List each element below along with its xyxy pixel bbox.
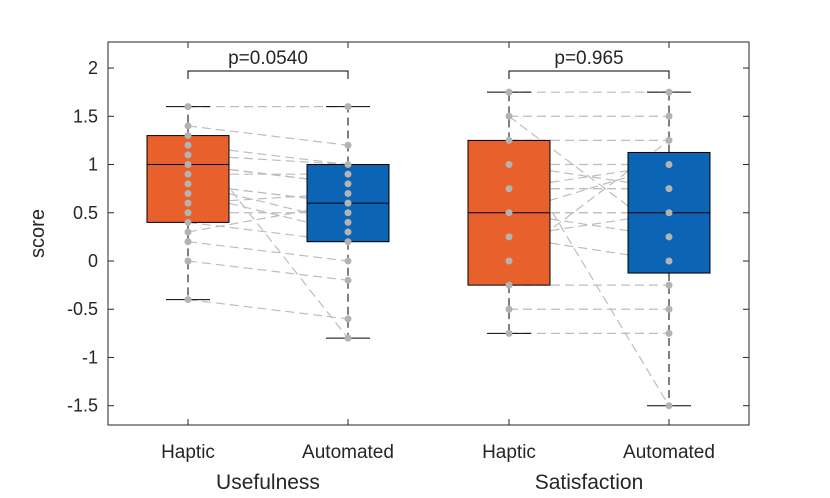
annotations: p=0.0540 p=0.965 xyxy=(187,48,670,80)
box-0 xyxy=(146,135,230,223)
data-point-1-6 xyxy=(344,218,352,226)
data-point-0-7 xyxy=(184,218,192,226)
data-point-1-13 xyxy=(344,189,352,197)
data-point-0-9 xyxy=(184,257,192,265)
data-point-0-13 xyxy=(184,199,192,207)
data-point-2-15 xyxy=(505,257,513,265)
data-point-2-9 xyxy=(505,305,513,313)
data-point-1-2 xyxy=(344,161,352,169)
data-point-2-8 xyxy=(505,281,513,289)
data-points xyxy=(184,88,673,410)
data-point-3-6 xyxy=(665,233,673,241)
data-point-3-1 xyxy=(665,112,673,120)
data-point-1-0 xyxy=(344,103,352,111)
data-point-3-5 xyxy=(665,209,673,217)
y-tick-label-1: 1.5 xyxy=(73,106,98,126)
data-point-2-0 xyxy=(505,88,513,96)
connecting-lines xyxy=(187,91,670,407)
data-point-0-17 xyxy=(184,189,192,197)
data-point-1-11 xyxy=(344,334,352,342)
data-point-3-11 xyxy=(665,402,673,410)
boxes xyxy=(146,91,711,407)
data-point-2-1 xyxy=(505,112,513,120)
labels: 2 1.5 1 0.5 0 -0.5 -1 -1.5 Haptic Automated Haptic… xyxy=(27,58,715,494)
data-point-1-3 xyxy=(344,180,352,188)
data-point-0-16 xyxy=(184,151,192,159)
x-category-label-3: Automated xyxy=(623,442,715,463)
data-point-1-10 xyxy=(344,315,352,323)
group-label-1: Satisfaction xyxy=(535,471,644,494)
data-point-3-3 xyxy=(665,161,673,169)
data-point-1-7 xyxy=(344,238,352,246)
data-point-1-17 xyxy=(344,228,352,236)
data-point-0-2 xyxy=(184,141,192,149)
plot-frame xyxy=(107,41,750,426)
data-point-2-5 xyxy=(505,209,513,217)
group-label-0: Usefulness xyxy=(216,471,320,494)
pair-line-0-1 xyxy=(187,125,349,146)
data-point-0-5 xyxy=(184,180,192,188)
p-value-label-0: p=0.0540 xyxy=(228,48,308,69)
y-tick-label-4: 0 xyxy=(88,251,98,271)
data-point-1-9 xyxy=(344,276,352,284)
y-tick-label-2: 1 xyxy=(88,155,98,175)
pair-line-0-16 xyxy=(187,154,349,166)
y-tick-label-3: 0.5 xyxy=(73,203,98,223)
data-point-0-1 xyxy=(184,122,192,130)
data-point-2-3 xyxy=(505,161,513,169)
pair-line-0-2 xyxy=(187,144,349,166)
data-point-2-10 xyxy=(505,329,513,337)
data-point-0-8 xyxy=(184,238,192,246)
pair-line-1-16 xyxy=(508,115,670,238)
axes xyxy=(107,41,750,426)
data-point-0-12 xyxy=(184,170,192,178)
data-point-3-4 xyxy=(665,185,673,193)
y-tick-label-7: -1.5 xyxy=(67,396,98,416)
data-point-0-10 xyxy=(184,296,192,304)
data-point-0-15 xyxy=(184,228,192,236)
data-point-3-8 xyxy=(665,281,673,289)
data-point-1-14 xyxy=(344,209,352,217)
x-category-label-2: Haptic xyxy=(482,442,536,463)
p-value-label-1: p=0.965 xyxy=(554,48,623,69)
data-point-0-14 xyxy=(184,209,192,217)
significance-bracket-1 xyxy=(508,70,670,80)
data-point-0-0 xyxy=(184,103,192,111)
pair-line-0-10 xyxy=(187,298,349,320)
data-point-0-11 xyxy=(184,132,192,140)
data-point-3-7 xyxy=(665,257,673,265)
data-point-0-3 xyxy=(184,161,192,169)
x-category-label-1: Automated xyxy=(302,442,394,463)
y-tick-label-6: -1 xyxy=(82,347,98,367)
data-point-3-10 xyxy=(665,329,673,337)
data-point-2-7 xyxy=(505,233,513,241)
data-point-2-2 xyxy=(505,136,513,144)
data-point-3-0 xyxy=(665,88,673,96)
data-point-1-1 xyxy=(344,141,352,149)
data-point-1-8 xyxy=(344,257,352,265)
data-point-3-2 xyxy=(665,136,673,144)
y-tick-label-5: -0.5 xyxy=(67,299,98,319)
pair-line-0-9 xyxy=(187,260,349,281)
pair-line-0-8 xyxy=(187,241,349,262)
data-point-2-4 xyxy=(505,185,513,193)
x-category-label-0: Haptic xyxy=(161,442,215,463)
significance-bracket-0 xyxy=(187,70,349,80)
pair-line-1-11 xyxy=(508,140,670,407)
data-point-1-12 xyxy=(344,170,352,178)
y-axis-label: score xyxy=(27,209,49,258)
data-point-3-9 xyxy=(665,305,673,313)
y-tick-label-0: 2 xyxy=(88,58,98,78)
data-point-1-5 xyxy=(344,199,352,207)
